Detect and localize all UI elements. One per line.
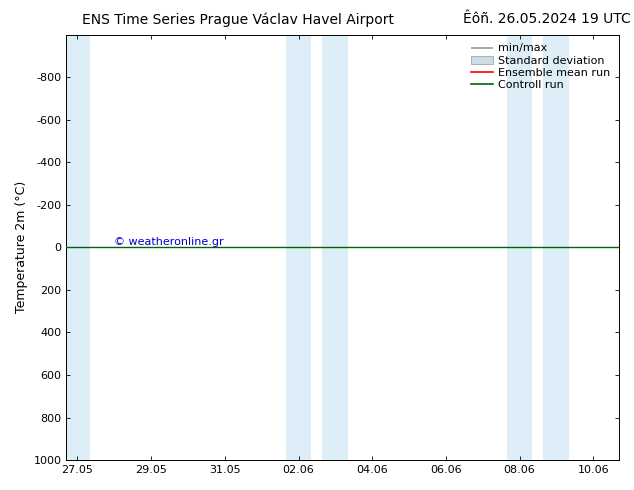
Legend: min/max, Standard deviation, Ensemble mean run, Controll run: min/max, Standard deviation, Ensemble me… [468,40,614,94]
Text: © weatheronline.gr: © weatheronline.gr [114,237,224,247]
Text: ENS Time Series Prague Václav Havel Airport: ENS Time Series Prague Václav Havel Airp… [82,12,394,27]
Text: Êôñ. 26.05.2024 19 UTC: Êôñ. 26.05.2024 19 UTC [463,12,631,26]
Bar [507,35,533,460]
Bar [543,35,569,460]
Bar [67,35,91,460]
Bar [285,35,311,460]
Y-axis label: Temperature 2m (°C): Temperature 2m (°C) [15,181,28,314]
Bar [323,35,348,460]
